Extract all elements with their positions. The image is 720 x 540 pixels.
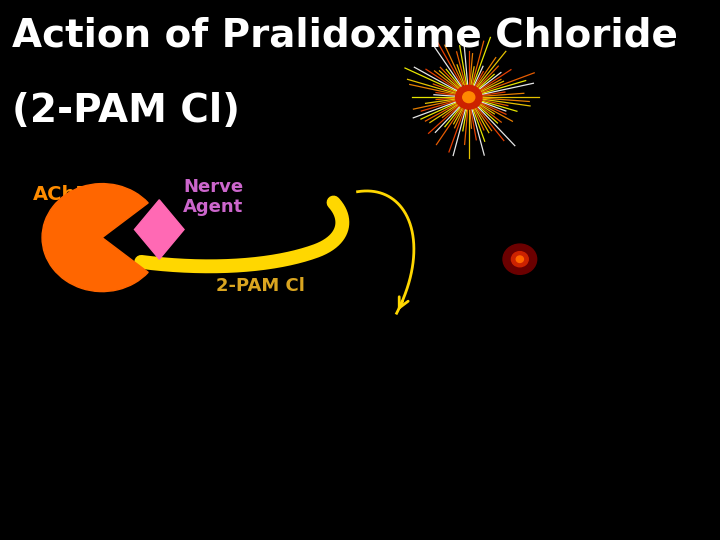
Circle shape [511, 252, 528, 267]
Text: (2-PAM Cl): (2-PAM Cl) [12, 92, 240, 130]
Polygon shape [135, 200, 184, 259]
Wedge shape [42, 184, 148, 292]
Circle shape [516, 256, 523, 262]
Text: Action of Pralidoxime Chloride: Action of Pralidoxime Chloride [12, 16, 678, 54]
Text: AChE: AChE [33, 185, 90, 204]
Circle shape [463, 92, 474, 103]
Text: Nerve
Agent: Nerve Agent [184, 178, 243, 217]
Circle shape [456, 85, 482, 109]
Circle shape [503, 244, 536, 274]
Text: 2-PAM Cl: 2-PAM Cl [216, 277, 305, 295]
